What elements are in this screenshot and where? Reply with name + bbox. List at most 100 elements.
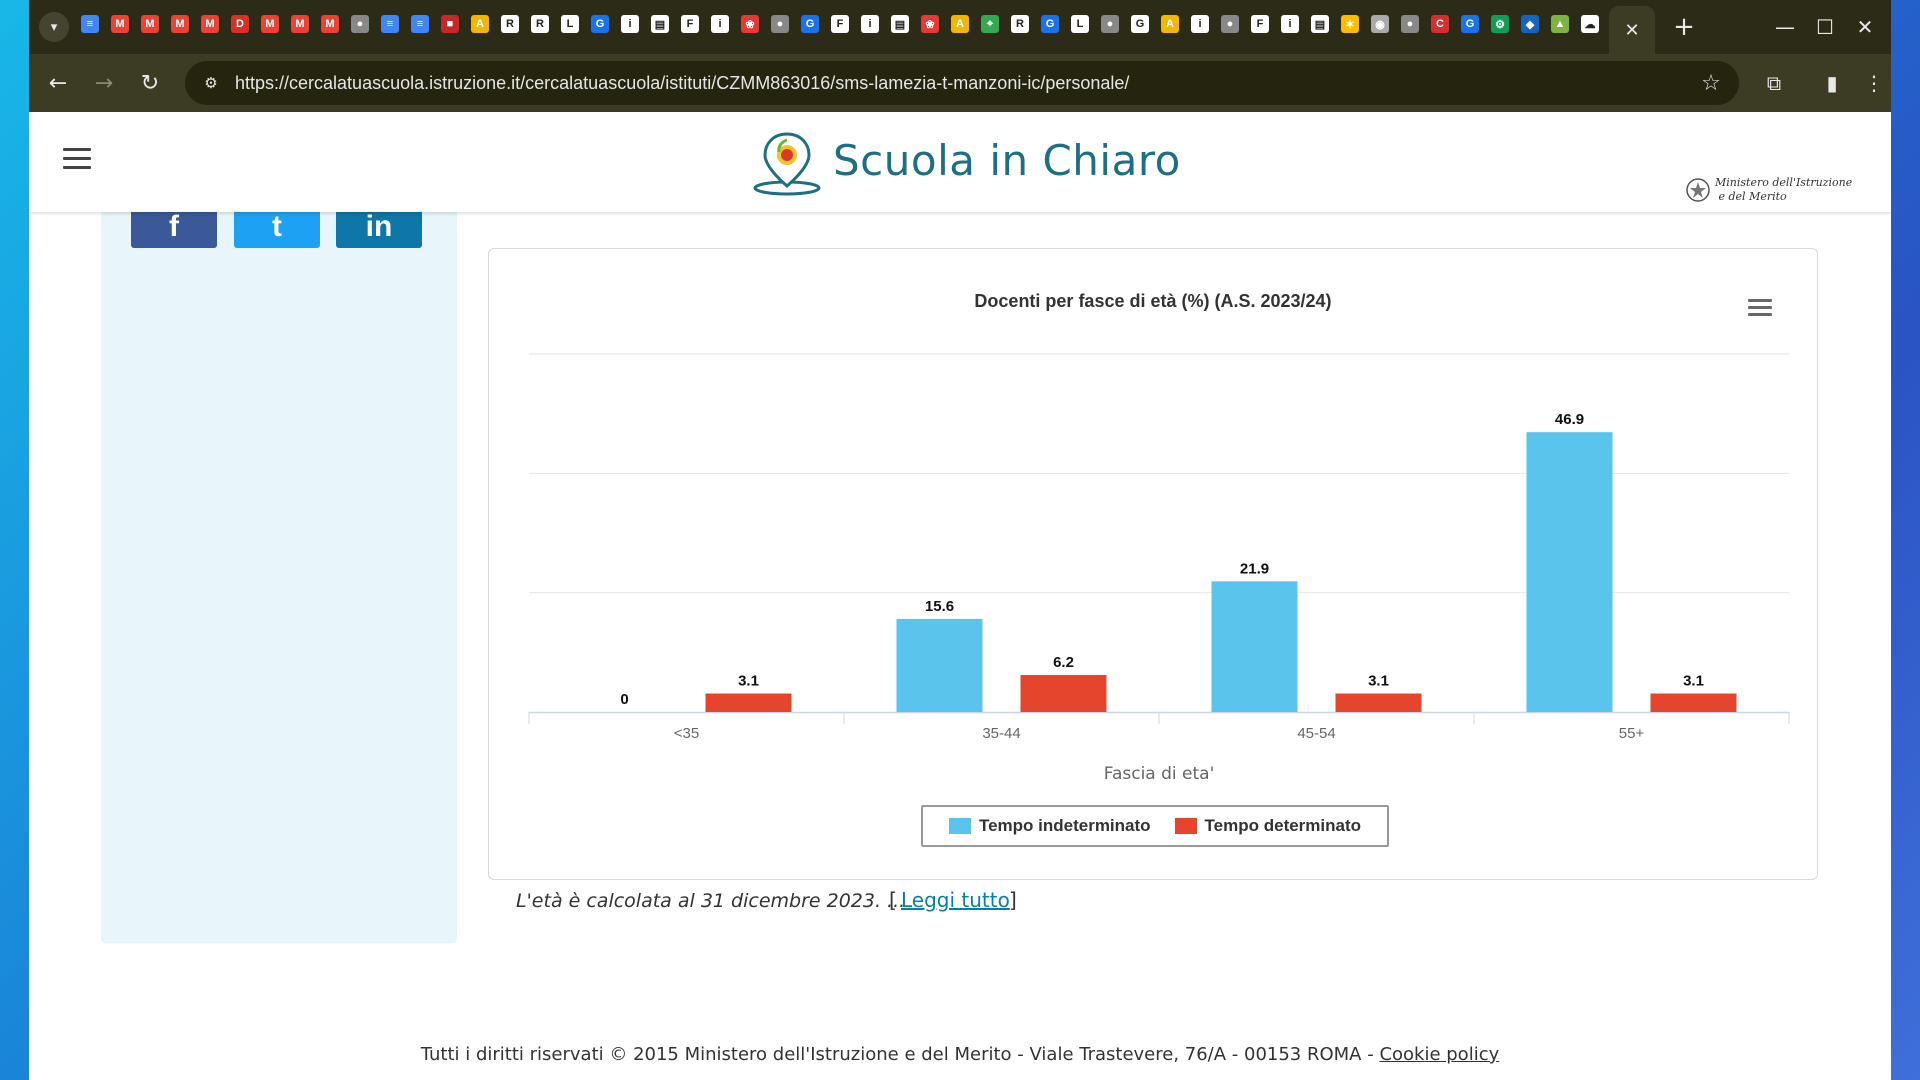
close-icon: ✕ [1856, 15, 1874, 39]
tab-favicon-globe-icon[interactable]: ● [1401, 15, 1419, 33]
tab-favicon-f-icon[interactable]: F [831, 15, 849, 33]
back-button[interactable]: ← [41, 66, 75, 100]
tab-favicon-multi-icon[interactable]: ✶ [1341, 15, 1359, 33]
tab-favicon-g-icon[interactable]: G [591, 15, 609, 33]
maximize-button[interactable]: ☐ [1807, 12, 1843, 42]
chart-bar[interactable] [705, 693, 792, 712]
tab-favicon-red-paws-icon[interactable]: ❀ [921, 15, 939, 33]
tab-favicon-globe-icon[interactable]: ● [1101, 15, 1119, 33]
chart-bar[interactable] [1020, 675, 1107, 712]
tab-favicon-cloud-icon[interactable]: ☁ [1581, 15, 1599, 33]
legend-swatch [948, 818, 971, 834]
tab-favicon-globe-icon[interactable]: ● [1221, 15, 1239, 33]
chart-context-menu-icon[interactable] [1748, 299, 1772, 319]
read-more-link[interactable]: Leggi tutto [901, 888, 1010, 912]
reload-icon: ↻ [140, 70, 160, 96]
close-tab-icon[interactable]: ✕ [1624, 19, 1640, 41]
tab-favicon-ilk-icon[interactable]: i [711, 15, 729, 33]
ministry-logo: Ministero dell'Istruzione e del Merito [1685, 174, 1852, 208]
tab-favicon-doc-icon[interactable]: ▤ [891, 15, 909, 33]
more-menu-icon[interactable]: ⋮ [1864, 71, 1884, 95]
tab-favicon-l-icon[interactable]: L [1071, 15, 1089, 33]
close-bracket: ] [1009, 888, 1017, 912]
tab-favicon-globe-icon[interactable]: ● [771, 15, 789, 33]
tab-favicon-ilk-icon[interactable]: i [621, 15, 639, 33]
tab-favicon-chart-icon[interactable]: ▲ [1551, 15, 1569, 33]
tab-favicon-ilk-icon[interactable]: i [861, 15, 879, 33]
tab-favicon-doc-icon[interactable]: ▤ [651, 15, 669, 33]
extensions-icon[interactable]: ⧉ [1766, 71, 1782, 95]
tab-favicon-r-icon[interactable]: R [531, 15, 549, 33]
site-logo-text[interactable]: Scuola in Chiaro [833, 136, 1181, 185]
legend-item-determinato[interactable]: Tempo determinato [1174, 816, 1361, 836]
footer: Tutti i diritti riservati © 2015 Ministe… [29, 1044, 1891, 1065]
x-axis-title: Fascia di eta' [1104, 764, 1215, 784]
active-tab[interactable]: ✕ [1609, 6, 1655, 54]
tab-favicon-gear-icon[interactable]: ⚙ [1491, 15, 1509, 33]
tab-favicon-f-icon[interactable]: F [681, 15, 699, 33]
chart-bar[interactable] [1335, 693, 1422, 712]
side-panel-icon[interactable]: ▮ [1826, 71, 1838, 95]
tab-favicon-red-d-icon[interactable]: D [231, 15, 249, 33]
site-header: Scuola in Chiaro Ministero dell'Istruzio… [29, 112, 1891, 212]
tab-favicon-yellow-a-icon[interactable]: A [471, 15, 489, 33]
data-label: 3.1 [1683, 673, 1704, 690]
tab-favicon-gmail-icon[interactable]: M [201, 15, 219, 33]
reload-button[interactable]: ↻ [133, 66, 167, 100]
tab-favicon-chrome-icon[interactable]: ◉ [1371, 15, 1389, 33]
arrow-right-icon: → [94, 70, 114, 96]
chart-legend: Tempo indeterminato Tempo determinato [921, 805, 1389, 847]
tab-favicon-shield-icon[interactable]: ◆ [1521, 15, 1539, 33]
tab-favicon-l-icon[interactable]: L [561, 15, 579, 33]
tab-favicon-ilk-icon[interactable]: i [1281, 15, 1299, 33]
address-bar[interactable]: ⚙ https://cercalatuascuola.istruzione.it… [185, 61, 1739, 105]
sidebar [101, 160, 457, 943]
tab-favicon-red-paws-icon[interactable]: ❀ [741, 15, 759, 33]
tab-favicon-g-icon[interactable]: G [1461, 15, 1479, 33]
tab-favicon-yellow-a-icon[interactable]: A [1161, 15, 1179, 33]
browser-toolbar: ← → ↻ ⚙ https://cercalatuascuola.istruzi… [29, 54, 1891, 112]
chart-bar[interactable] [1526, 432, 1613, 712]
chart-bar[interactable] [1650, 693, 1737, 712]
tab-favicon-doc-icon[interactable]: ▤ [1311, 15, 1329, 33]
tab-favicon-docs-icon[interactable]: ≡ [81, 15, 99, 33]
data-label: 6.2 [1053, 654, 1074, 671]
tab-favicon-globe-icon[interactable]: ● [351, 15, 369, 33]
tab-favicon-google-icon[interactable]: G [1131, 15, 1149, 33]
tab-favicon-r-icon[interactable]: R [501, 15, 519, 33]
data-label: 46.9 [1555, 411, 1584, 428]
tab-favicon-ilk-icon[interactable]: i [1191, 15, 1209, 33]
tab-favicon-f-icon[interactable]: F [1251, 15, 1269, 33]
url-text[interactable]: https://cercalatuascuola.istruzione.it/c… [235, 73, 1130, 93]
close-window-button[interactable]: ✕ [1847, 12, 1883, 42]
tab-favicon-r-icon[interactable]: R [1011, 15, 1029, 33]
tab-favicon-gmail-icon[interactable]: M [171, 15, 189, 33]
tab-favicon-map-icon[interactable]: ⌖ [981, 15, 999, 33]
hamburger-menu-icon[interactable] [63, 148, 91, 170]
chart-bar[interactable] [896, 618, 983, 712]
tab-favicon-g-icon[interactable]: G [801, 15, 819, 33]
minimize-button[interactable]: — [1767, 12, 1803, 42]
forward-button[interactable]: → [87, 66, 121, 100]
logo-icon[interactable] [751, 130, 827, 200]
tab-favicon-gmail-icon[interactable]: M [111, 15, 129, 33]
tab-favicon-gmail-icon[interactable]: M [141, 15, 159, 33]
tab-search-button[interactable]: ▾ [39, 12, 69, 42]
legend-item-indeterminato[interactable]: Tempo indeterminato [948, 816, 1151, 836]
tab-favicon-docs-icon[interactable]: ≡ [381, 15, 399, 33]
tab-favicon-gmail-icon[interactable]: M [291, 15, 309, 33]
tab-favicon-gmail-icon[interactable]: M [261, 15, 279, 33]
new-tab-button[interactable]: + [1673, 12, 1695, 42]
cookie-policy-link[interactable]: Cookie policy [1379, 1044, 1500, 1065]
tab-favicon-yellow-a-icon[interactable]: A [951, 15, 969, 33]
tab-favicon-g-icon[interactable]: G [1041, 15, 1059, 33]
tab-favicon-gmail-icon[interactable]: M [321, 15, 339, 33]
bookmark-star-icon[interactable]: ☆ [1701, 70, 1721, 96]
tab-favicon-red-box-icon[interactable]: ■ [441, 15, 459, 33]
tab-favicon-docs-icon[interactable]: ≡ [411, 15, 429, 33]
site-info-icon[interactable]: ⚙ [204, 74, 218, 92]
chart-bar[interactable] [1211, 581, 1298, 712]
tab-favicon-red-c-icon[interactable]: C [1431, 15, 1449, 33]
chevron-down-icon: ▾ [50, 19, 58, 35]
